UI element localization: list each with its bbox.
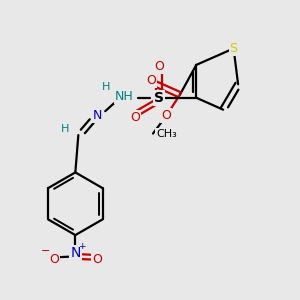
Text: N: N <box>93 109 102 122</box>
Text: O: O <box>154 61 164 74</box>
Text: O: O <box>130 111 140 124</box>
Text: O: O <box>161 109 171 122</box>
Text: NH: NH <box>115 90 134 103</box>
Text: H: H <box>102 82 110 92</box>
Text: S: S <box>154 91 164 105</box>
Text: O: O <box>147 74 156 87</box>
Text: H: H <box>61 124 69 134</box>
Text: CH₃: CH₃ <box>156 129 177 139</box>
Text: N: N <box>70 246 80 260</box>
Text: +: + <box>78 242 86 251</box>
Text: O: O <box>92 253 102 266</box>
Text: −: − <box>41 246 50 256</box>
Text: O: O <box>49 253 59 266</box>
Text: S: S <box>230 42 238 55</box>
